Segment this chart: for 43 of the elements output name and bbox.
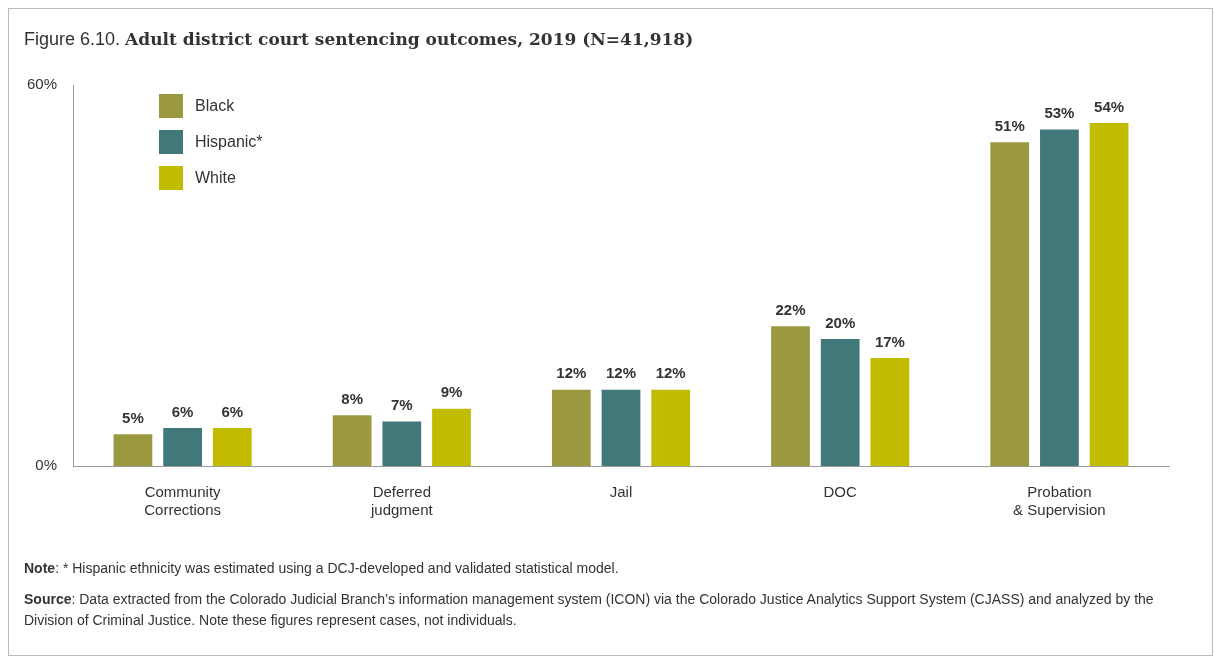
- bar: [551, 389, 591, 466]
- x-tick-label: Probation & Supervision: [1013, 483, 1106, 519]
- data-label: 8%: [341, 389, 363, 407]
- bar: [1040, 129, 1079, 466]
- bar: [651, 389, 691, 466]
- bar: [382, 421, 422, 466]
- text: Note: * Hispanic ethnicity was estimated using a DCJ-developed and validated statistical model.: [24, 559, 620, 578]
- bar: [601, 389, 641, 466]
- legend-label: Hispanic*: [195, 133, 263, 151]
- bar: [870, 358, 910, 466]
- bar: [163, 427, 202, 466]
- source-note: Source: Data extracted from the Colorado Judicial Branch’s information management system (ICON) via the Colorado Justice Analytics Support System (CJASS) and analyzed by the Division of Criminal Justice. Note these figures represent cases, not individuals.: [24, 590, 1155, 630]
- x-tick-label: Jail: [609, 483, 633, 501]
- data-label: 6%: [221, 402, 244, 420]
- bar: [820, 339, 860, 466]
- x-tick-label: Community Corrections: [144, 483, 222, 519]
- data-label: 53%: [1044, 104, 1075, 122]
- chart-title: Figure 6.10. Adult district court sentencing outcomes, 2019 (N=41,918): [24, 29, 694, 49]
- data-label: 9%: [440, 383, 463, 401]
- legend-label: Black: [195, 97, 235, 115]
- bar: [432, 408, 471, 466]
- bar: [990, 142, 1030, 466]
- data-label: 12%: [606, 364, 637, 382]
- bar: [1089, 123, 1129, 466]
- data-label: 5%: [122, 408, 144, 426]
- data-label: 6%: [171, 402, 194, 420]
- bar: [771, 326, 810, 466]
- bar: [332, 415, 372, 466]
- x-tick-label: Deferred judgment: [369, 483, 434, 519]
- y-tick-label: 0%: [35, 456, 58, 474]
- data-label: 12%: [655, 364, 686, 382]
- data-label: 22%: [775, 300, 806, 318]
- data-label: 17%: [874, 332, 905, 350]
- bar: [212, 427, 252, 466]
- data-label: 12%: [556, 364, 587, 382]
- data-label: 54%: [1094, 97, 1125, 115]
- x-tick-label: DOC: [823, 483, 858, 501]
- legend-label: White: [195, 169, 236, 187]
- data-label: 7%: [390, 396, 413, 414]
- data-label: 51%: [994, 116, 1025, 134]
- y-tick-label: 60%: [26, 75, 58, 93]
- data-label: 20%: [825, 313, 856, 331]
- bar: [113, 434, 153, 466]
